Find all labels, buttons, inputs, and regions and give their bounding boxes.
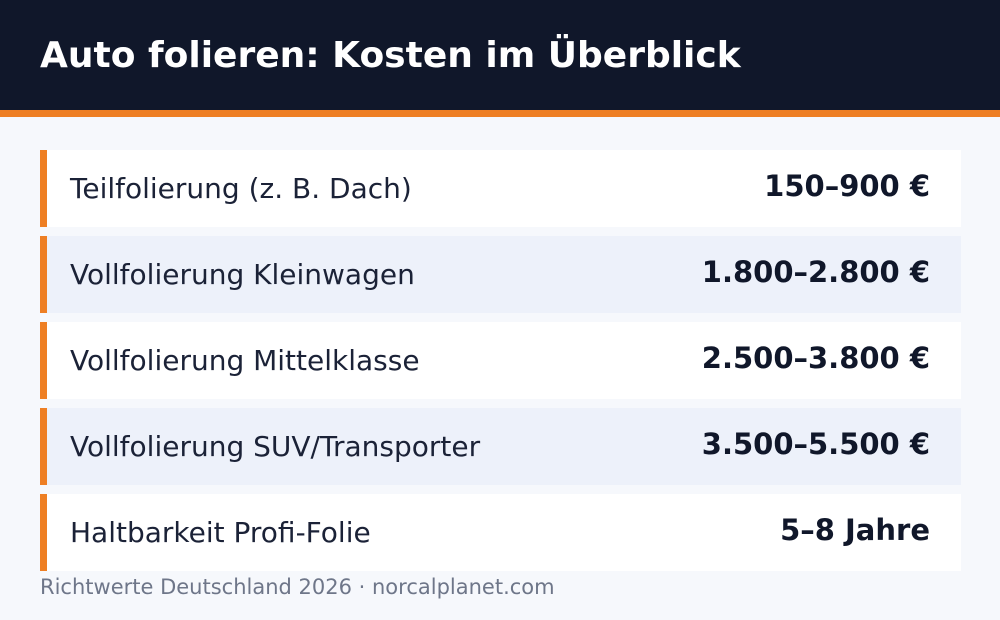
row-label: Vollfolierung Mittelklasse (70, 344, 420, 377)
row-label: Haltbarkeit Profi-Folie (70, 516, 371, 549)
row-value: 1.800–2.800 € (701, 255, 930, 289)
row-accent-marker (40, 408, 47, 485)
row-label: Vollfolierung Kleinwagen (70, 258, 415, 291)
row-value: 150–900 € (764, 169, 930, 203)
cost-list: Teilfolierung (z. B. Dach) 150–900 € Vol… (40, 150, 961, 580)
row-accent-marker (40, 150, 47, 227)
row-label: Teilfolierung (z. B. Dach) (70, 172, 412, 205)
row-value: 5–8 Jahre (780, 513, 930, 547)
source-footnote: Richtwerte Deutschland 2026 · norcalplan… (40, 575, 555, 599)
row-accent-marker (40, 322, 47, 399)
row-accent-marker (40, 236, 47, 313)
row-label: Vollfolierung SUV/Transporter (70, 430, 481, 463)
cost-row-suv-transporter: Vollfolierung SUV/Transporter 3.500–5.50… (40, 408, 961, 485)
cost-row-mittelklasse: Vollfolierung Mittelklasse 2.500–3.800 € (40, 322, 961, 399)
cost-row-kleinwagen: Vollfolierung Kleinwagen 1.800–2.800 € (40, 236, 961, 313)
row-value: 3.500–5.500 € (701, 427, 930, 461)
row-value: 2.500–3.800 € (701, 341, 930, 375)
page-title: Auto folieren: Kosten im Überblick (40, 35, 741, 76)
cost-row-teilfolierung: Teilfolierung (z. B. Dach) 150–900 € (40, 150, 961, 227)
cost-row-haltbarkeit: Haltbarkeit Profi-Folie 5–8 Jahre (40, 494, 961, 571)
header: Auto folieren: Kosten im Überblick (0, 0, 1000, 110)
accent-divider (0, 110, 1000, 117)
row-accent-marker (40, 494, 47, 571)
